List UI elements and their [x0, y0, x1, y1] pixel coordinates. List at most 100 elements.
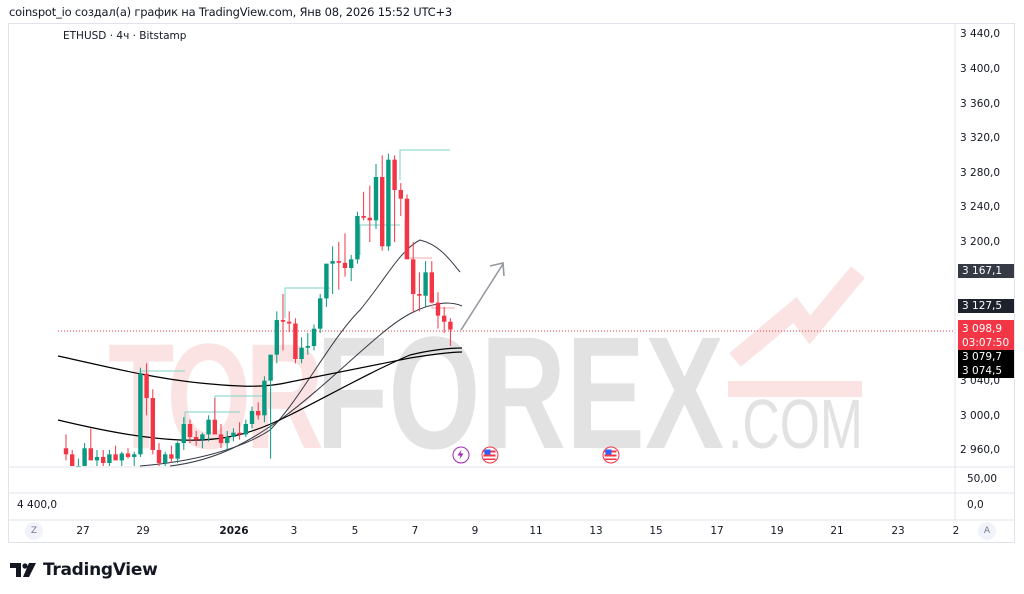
candle-body	[243, 424, 248, 435]
swing-high-marker	[284, 287, 330, 318]
watermark: TOR FOREX .COM	[108, 266, 865, 482]
price-axis-label: 3 360,0	[960, 98, 1001, 110]
candle-body	[181, 424, 186, 444]
candle-body	[280, 320, 286, 322]
svg-text:FOREX: FOREX	[316, 303, 724, 482]
time-axis[interactable]: Z 27 29 2026 3 5 7 9 11 13 15 17 19 21 2…	[9, 520, 1014, 542]
forecast-arrow	[460, 262, 505, 331]
swing-high-marker	[399, 149, 450, 180]
price-axis-label: 3 400,0	[960, 63, 1001, 75]
time-tick: 13	[589, 525, 603, 537]
candle-body	[113, 454, 118, 461]
price-axis-label: 2 960,0	[960, 444, 1001, 456]
lightning-event-icon[interactable]	[452, 446, 470, 464]
time-tick: 15	[649, 525, 663, 537]
price-axis-label: 3 280,0	[960, 167, 1001, 179]
candle-body	[119, 453, 124, 461]
us-flag-event-icon[interactable]	[481, 446, 499, 464]
candle-body	[231, 432, 236, 437]
candle-body	[330, 261, 335, 264]
price-axis-label: 3 320,0	[960, 132, 1001, 144]
moving-average-line	[57, 351, 463, 387]
candle-body	[88, 448, 93, 461]
candle-body	[107, 454, 112, 463]
last-price-tag: 3 098,9 03:07:50	[958, 320, 1014, 352]
candle-body	[373, 177, 379, 221]
candle-body	[299, 347, 304, 359]
time-tick: 5	[351, 525, 359, 537]
ma-long1-price-tag: 3 079,7	[958, 350, 1014, 364]
candle-body	[355, 216, 360, 260]
candle-body	[237, 432, 242, 435]
candle-body	[336, 261, 341, 263]
ma-short-price-tag: 3 167,1	[958, 264, 1014, 278]
candle-body	[423, 272, 428, 296]
candle-body	[274, 320, 279, 355]
candle-body	[404, 198, 410, 260]
symbol-legend[interactable]: ETHUSD · 4ч · Bitstamp	[63, 30, 187, 42]
candle-body	[392, 159, 397, 190]
auto-scale-button[interactable]: A	[978, 522, 996, 540]
candle-body	[256, 411, 261, 416]
time-tick: 2	[952, 525, 960, 537]
candle-body	[163, 454, 168, 463]
zoom-reset-button[interactable]: Z	[25, 522, 43, 540]
candle-body	[70, 454, 75, 466]
candle-body	[169, 454, 174, 459]
candle-body	[212, 419, 217, 435]
candle-body	[417, 294, 422, 296]
candle-body	[125, 453, 131, 457]
candle-body	[262, 380, 267, 416]
candle-body	[361, 216, 366, 218]
tradingview-logo[interactable]: TradingView	[10, 560, 158, 580]
candle-body	[311, 328, 317, 346]
tradingview-logo-text: TradingView	[43, 560, 158, 580]
moving-average-lines	[57, 149, 463, 467]
ma-long2-price-tag: 3 074,5	[958, 364, 1014, 378]
candle-body	[63, 448, 69, 455]
moving-average-line	[57, 347, 463, 441]
candle-body	[380, 177, 385, 247]
candle-body	[200, 434, 205, 440]
candle-body	[411, 259, 416, 294]
candle-body	[132, 454, 137, 457]
candle-body	[429, 272, 434, 303]
price-axis-label: 3 000,0	[960, 410, 1001, 422]
candle-body	[175, 443, 180, 459]
candle-body	[268, 354, 273, 381]
moving-average-line	[139, 239, 461, 467]
price-axis-label: 3 240,0	[960, 201, 1001, 213]
pane2-scale-value: 0,0	[967, 499, 984, 511]
candle-body	[82, 448, 87, 466]
candle-body	[187, 424, 193, 437]
candle-body	[94, 456, 100, 461]
bar-countdown: 03:07:50	[962, 337, 1010, 349]
ma-mid-price-tag: 3 127,5	[958, 299, 1014, 313]
time-tick: 29	[136, 525, 150, 537]
candle-body	[305, 346, 310, 348]
candle-body	[206, 419, 211, 435]
last-price-value: 3 098,9	[962, 323, 1003, 335]
candle-body	[367, 217, 372, 221]
time-tick: 9	[471, 525, 479, 537]
time-tick: 19	[770, 525, 784, 537]
candle-body	[448, 321, 453, 330]
candle-body	[249, 411, 255, 424]
candle-body	[101, 456, 106, 463]
price-axis-label: 3 040,0	[960, 375, 1001, 387]
candle-body	[293, 323, 298, 359]
candle-body	[218, 434, 224, 444]
time-tick: 21	[830, 525, 844, 537]
candle-body	[138, 373, 143, 455]
tradingview-logo-icon	[10, 563, 36, 577]
price-axis-label: 3 440,0	[960, 28, 1001, 40]
time-tick: 7	[411, 525, 419, 537]
candle-body	[318, 298, 323, 329]
candle-body	[225, 437, 230, 444]
time-tick: 27	[76, 525, 90, 537]
pane1-scale-value: 50,00	[967, 473, 998, 485]
candle-body	[194, 437, 199, 440]
time-tick: 2026	[219, 525, 249, 537]
us-flag-event-icon[interactable]	[602, 446, 620, 464]
